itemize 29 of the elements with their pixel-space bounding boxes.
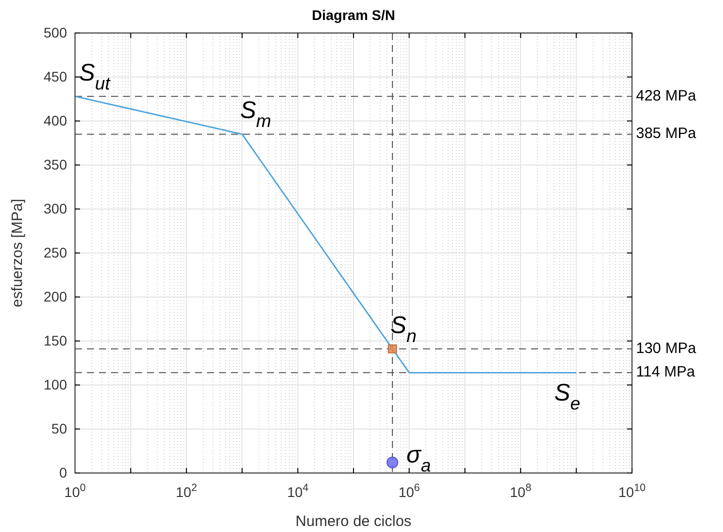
y-tick-label: 150	[44, 332, 68, 348]
y-tick-label: 0	[59, 464, 68, 480]
y-tick-label: 350	[44, 156, 68, 172]
y-tick-label: 200	[44, 288, 68, 304]
annotation: S$_{ut}$	[79, 60, 112, 94]
y-tick-label: 400	[44, 112, 68, 128]
ref-line-label: 114 MPa	[636, 364, 696, 381]
y-tick-label: 450	[44, 68, 68, 84]
x-tick-label: 10$^{8}$	[510, 482, 532, 500]
x-tick-label: 10$^{0}$	[64, 482, 86, 500]
x-tick-label: 10$^{2}$	[176, 482, 198, 500]
x-tick-label: 10$^{10}$	[618, 482, 646, 500]
y-tick-label: 100	[44, 376, 68, 392]
y-tick-label: 500	[44, 24, 68, 40]
ref-line-label: 428 MPa	[636, 87, 697, 104]
ref-line-label: 385 MPa	[636, 125, 697, 142]
annotation: S$_{m}$	[240, 98, 272, 131]
annotation: S$_{n}$	[390, 312, 416, 346]
x-tick-label: 10$^{6}$	[398, 482, 420, 500]
x-tick-label: 10$^{4}$	[287, 482, 309, 500]
x-axis-title: Numero de ciclos	[296, 513, 412, 530]
ref-line-label: 130 MPa	[636, 340, 697, 357]
annotation: S$_{e}$	[554, 380, 580, 414]
annotation: σ$_{a}$	[406, 442, 431, 476]
y-axis-title: esfuerzos [MPa]	[9, 198, 26, 308]
y-tick-label: 50	[51, 420, 68, 436]
chart-title: Diagram S/N	[312, 7, 396, 23]
y-tick-label: 300	[44, 200, 68, 216]
y-tick-label: 250	[44, 244, 68, 260]
